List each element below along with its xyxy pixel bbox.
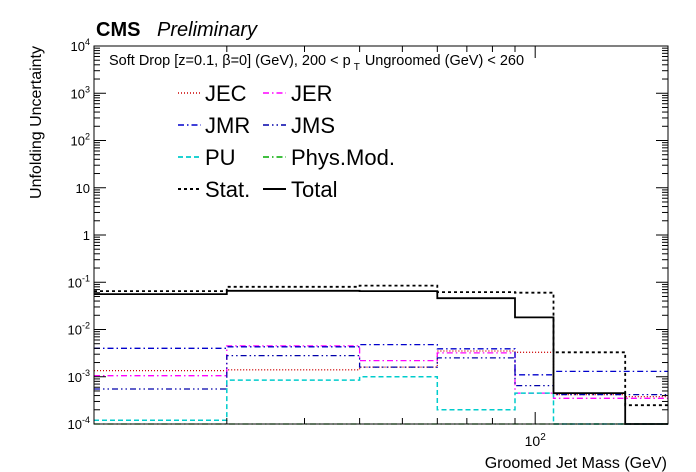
y-tick-label: 10-3 (68, 368, 90, 385)
y-tick-label: 102 (71, 132, 90, 149)
y-tick-label: 10 (76, 181, 90, 196)
legend-label-jec: JEC (205, 81, 247, 106)
series-line-jer (94, 345, 668, 399)
experiment-label: CMS (96, 19, 141, 41)
legend-label-jmr: JMR (205, 113, 250, 138)
series-line-pu (94, 376, 668, 425)
series-line-jec (94, 350, 668, 398)
x-axis-label: Groomed Jet Mass (GeV) (485, 455, 667, 472)
y-axis-label: Unfolding Uncertainty (28, 46, 45, 199)
y-tick-label: 10-1 (68, 273, 90, 290)
legend-label-pu: PU (205, 145, 236, 170)
y-tick-label: 10-4 (68, 415, 90, 432)
y-tick-label: 10-2 (68, 321, 90, 338)
series-line-jmr (94, 343, 668, 376)
y-tick-label: 104 (71, 37, 90, 54)
legend-label-jer: JER (291, 81, 333, 106)
series-line-stat (94, 284, 668, 407)
preliminary-label: Preliminary (157, 19, 258, 41)
y-tick-label: 103 (71, 84, 90, 101)
plot-frame (93, 45, 669, 425)
legend-label-phys-mod: Phys.Mod. (291, 145, 395, 170)
y-tick-label: 1 (83, 228, 90, 243)
legend-label-stat: Stat. (205, 177, 250, 202)
series-line-total (94, 289, 668, 425)
x-tick-label: 102 (525, 432, 547, 449)
legend-label-jms: JMS (291, 113, 335, 138)
legend-label-total: Total (291, 177, 337, 202)
